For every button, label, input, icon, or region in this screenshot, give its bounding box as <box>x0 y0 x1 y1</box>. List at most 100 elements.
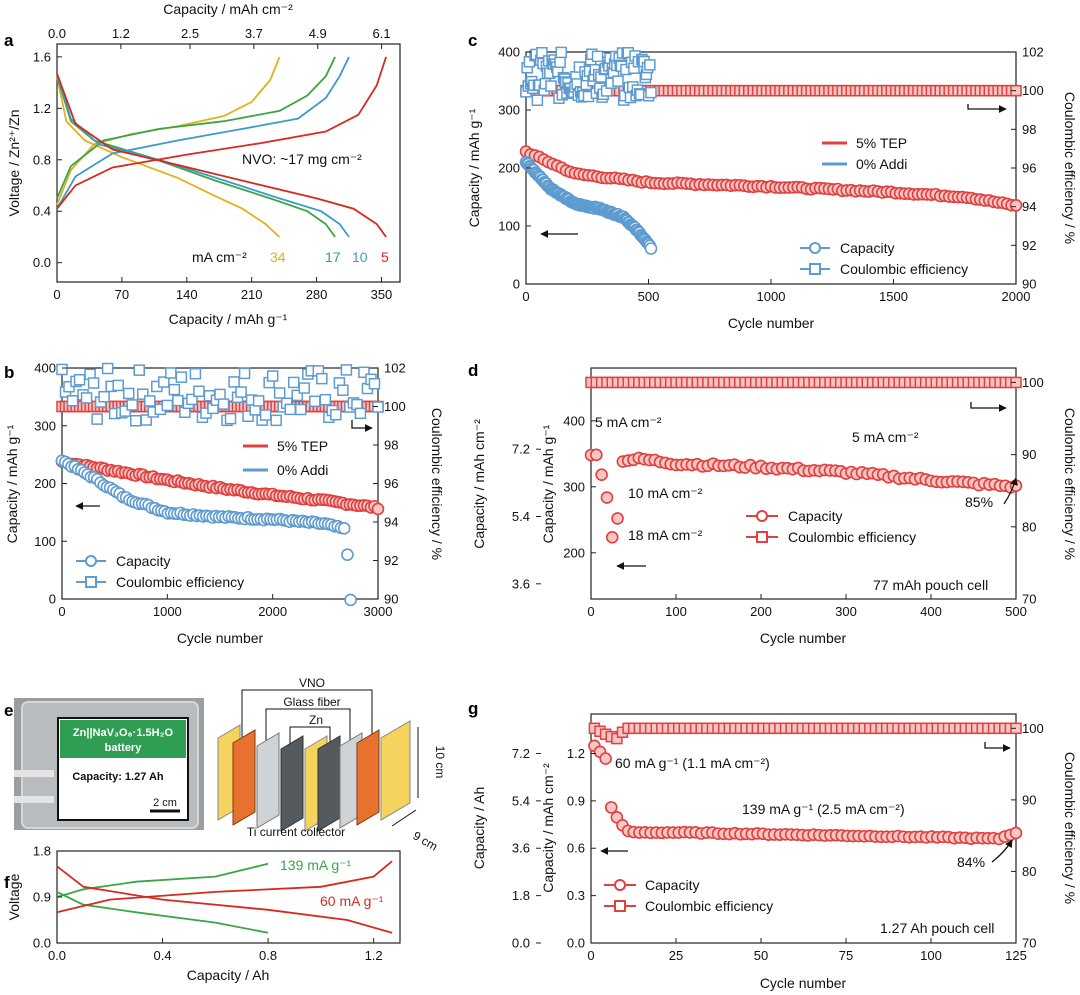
chart-a-x-tick-label: 70 <box>115 287 129 302</box>
chart-b-capacity-marker <box>371 502 385 516</box>
schematic-glass-label: Glass fiber <box>283 695 340 709</box>
chart-f-charge-curve-1 <box>56 860 393 914</box>
chart-b-y2-tick-label: 100 <box>384 399 406 414</box>
chart-c-legend-addi: 0% Addi <box>856 156 907 172</box>
chart-c-ce-marker <box>536 47 548 59</box>
chart-b-legend-ce-marker <box>85 576 97 588</box>
chart-b-y-tick-label: 200 <box>34 476 56 491</box>
chart-c-ce-marker <box>545 80 557 92</box>
chart-g-ylabel: Capacity / Ah <box>471 787 487 870</box>
chart-c-x-tick-label: 0 <box>522 289 529 304</box>
chart-g-legend-ce-marker <box>614 900 626 912</box>
chart-b-ce-marker <box>228 376 240 388</box>
chart-a-charge-curve-10 <box>56 56 350 210</box>
chart-b-ce-marker <box>368 378 381 390</box>
pouch-tab-upper <box>14 770 54 777</box>
chart-a-x-tick-label: 280 <box>306 287 328 302</box>
chart-d-legend-ce-marker <box>756 531 768 543</box>
chart-g-y2-tick-label: 90 <box>1022 792 1036 807</box>
chart-d-y2label: Coulombic efficiency / % <box>1062 408 1078 560</box>
chart-b-ce-marker <box>337 384 349 396</box>
chart-b-ce-marker <box>91 413 103 425</box>
chart-b-ce-marker <box>372 401 384 413</box>
chart-b-ce-marker <box>98 390 110 403</box>
chart-g-x-tick-label: 50 <box>754 948 768 963</box>
sheet-ti-right <box>380 720 411 821</box>
chart-c-ylabel: Capacity / mAh g⁻¹ <box>466 108 482 227</box>
chart-c-y2-tick-label: 100 <box>1022 83 1044 98</box>
chart-c-x-tick-label: 1500 <box>879 289 908 304</box>
chart-g-x-tick-label: 100 <box>920 948 942 963</box>
chart-g-x-tick-label: 125 <box>1005 948 1027 963</box>
chart-d-legend-ce: Coulombic efficiency <box>788 529 916 545</box>
chart-f-x-tick-label: 0.0 <box>48 948 66 963</box>
chart-a-label-17: 17 <box>325 249 341 265</box>
sheet-vno-2 <box>356 729 380 826</box>
chart-b-y-tick-label: 0 <box>49 592 56 607</box>
chart-b-ce-marker <box>66 395 79 407</box>
chart-d-ann-10: 10 mA cm⁻² <box>628 485 703 501</box>
chart-b-ce-marker <box>140 414 153 426</box>
chart-c-y2-tick-label: 94 <box>1022 199 1036 214</box>
chart-b-ce-marker <box>291 389 303 402</box>
chart-c-ce-marker <box>531 94 544 106</box>
chart-b-ce-marker <box>161 399 174 412</box>
chart-a-y-tick-label: 0.8 <box>33 152 51 167</box>
chart-a-x-tick-label: 210 <box>241 287 263 302</box>
chart-g-legend-ce: Coulombic efficiency <box>645 898 773 914</box>
chart-a: 0 70 140 210 280 350 0.0 1.2 2.5 3.7 4.9 6.1 0.0 0.4 0… <box>6 1 401 327</box>
chart-b-xlabel: Cycle number <box>177 630 264 646</box>
chart-b-ce-marker <box>238 367 251 380</box>
chart-g-y3-tick-label: 3.6 <box>512 841 530 856</box>
chart-c-legend-capacity: Capacity <box>840 240 894 256</box>
chart-f-x-tick-label: 0.8 <box>259 948 277 963</box>
chart-g: 0 25 50 75 100 125 0.0 0.3 0.6 0.9 1.2 70 80 90 100 0.0… <box>471 713 1078 991</box>
chart-g-y2-tick-label: 70 <box>1022 936 1036 951</box>
chart-b-ylabel: Capacity / mAh g⁻¹ <box>4 424 20 543</box>
chart-d-x-tick-label: 0 <box>587 604 594 619</box>
chart-b-ce-marker <box>235 386 247 398</box>
chart-b-ce-marker <box>252 395 265 407</box>
chart-d-capacity-marker <box>605 530 619 544</box>
chart-b-ce-marker <box>189 367 202 380</box>
scale-bar-label: 2 cm <box>153 797 177 809</box>
chart-g-capacity-marker <box>1009 826 1023 840</box>
chart-d-x-tick-label: 400 <box>920 604 942 619</box>
chart-c: 0 500 1000 1500 2000 0 100 200 300 400 90 92 94 96 98 1… <box>466 45 1078 332</box>
chart-g-x-tick-label: 75 <box>839 948 853 963</box>
chart-g-y3label: Capacity / mAh cm⁻² <box>540 763 556 893</box>
chart-a-label-5: 5 <box>381 249 389 265</box>
chart-b-y2label: Coulombic efficiency / % <box>429 408 445 560</box>
chart-b-capacity-marker <box>341 548 354 561</box>
chart-f-x-tick-label: 0.4 <box>153 948 171 963</box>
chart-f-y-tick-label: 0.9 <box>33 890 51 905</box>
chart-b-ce-marker <box>266 370 279 382</box>
chart-d-ann-pouch: 77 mAh pouch cell <box>873 577 988 593</box>
chart-b-legend-tep: 5% TEP <box>277 438 328 454</box>
chart-b-x-tick-label: 1000 <box>153 604 182 619</box>
chart-f: 0.0 0.4 0.8 1.2 0.0 0.9 1.8 Capacity / Ah Volt… <box>6 844 401 983</box>
chart-d-y2-tick-label: 70 <box>1022 592 1036 607</box>
chart-b-x-tick-label: 3000 <box>364 604 393 619</box>
chart-d-y-tick-label: 200 <box>563 545 585 560</box>
chart-a-charge-curve-34 <box>56 56 281 206</box>
chart-a-x2-tick-label: 6.1 <box>373 26 391 41</box>
chart-d-xlabel: Cycle number <box>760 630 847 646</box>
chart-f-xlabel: Capacity / Ah <box>187 967 270 983</box>
chart-d-y-tick-label: 400 <box>563 413 585 428</box>
chart-g-y-tick-label: 0.3 <box>567 888 585 903</box>
chart-g-y-tick-label: 0.6 <box>567 841 585 856</box>
chart-g-capacity-marker <box>604 801 618 814</box>
chart-a-discharge-curve-17 <box>56 75 336 238</box>
panel-label-d: d <box>468 361 478 380</box>
chart-c-xlabel: Cycle number <box>728 315 815 331</box>
pouch-label-banner <box>60 720 186 758</box>
chart-f-label-139: 139 mA g⁻¹ <box>280 857 352 873</box>
schematic-depth-label: 9 cm <box>411 828 441 853</box>
chart-d-ann-85: 85% <box>965 494 993 510</box>
chart-c-legend-ce: Coulombic efficiency <box>840 261 968 277</box>
chart-b-ce-marker <box>165 367 177 379</box>
chart-d-y2-tick-label: 80 <box>1022 519 1036 534</box>
chart-b-y2-tick-label: 96 <box>384 476 398 491</box>
